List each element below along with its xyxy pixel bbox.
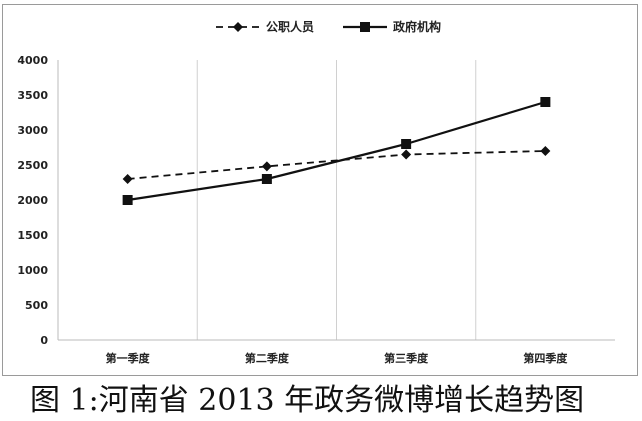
y-tick-label: 1000 bbox=[17, 264, 48, 277]
legend-label-1: 公职人员 bbox=[266, 19, 314, 34]
data-point-2 bbox=[401, 139, 412, 149]
x-tick-label: 第二季度 bbox=[245, 351, 290, 365]
y-tick-label: 0 bbox=[40, 334, 48, 347]
legend-label-2: 政府机构 bbox=[393, 19, 441, 34]
data-point-1 bbox=[122, 174, 133, 184]
x-tick-label: 第四季度 bbox=[523, 351, 568, 365]
y-tick-label: 4000 bbox=[17, 54, 48, 67]
data-point-1 bbox=[401, 149, 412, 160]
y-tick-label: 2000 bbox=[17, 194, 48, 207]
data-point-2 bbox=[261, 174, 272, 184]
figure-caption: 图 1:河南省 2013 年政务微博增长趋势图 bbox=[30, 383, 585, 418]
x-tick-label: 第三季度 bbox=[384, 351, 429, 365]
y-tick-label: 3000 bbox=[17, 124, 48, 137]
data-point-1 bbox=[540, 146, 551, 156]
x-tick-label: 第一季度 bbox=[106, 351, 151, 365]
y-tick-label: 3500 bbox=[17, 89, 48, 102]
y-tick-label: 500 bbox=[25, 299, 48, 312]
data-point-2 bbox=[122, 195, 133, 205]
legend-marker-1 bbox=[233, 22, 243, 32]
data-point-1 bbox=[261, 161, 272, 172]
legend-marker-2 bbox=[360, 22, 370, 32]
chart-frame: 0 500 1000 1500 2000 2500 3000 3500 4000 第一季度 第二季度… bbox=[2, 4, 638, 376]
y-tick-label: 1500 bbox=[17, 229, 48, 242]
series-line-2 bbox=[127, 100, 546, 202]
y-tick-label: 2500 bbox=[17, 159, 48, 172]
line-chart: 0 500 1000 1500 2000 2500 3000 3500 4000 第一季度 第二季度… bbox=[17, 19, 615, 365]
data-point-2 bbox=[540, 97, 551, 107]
